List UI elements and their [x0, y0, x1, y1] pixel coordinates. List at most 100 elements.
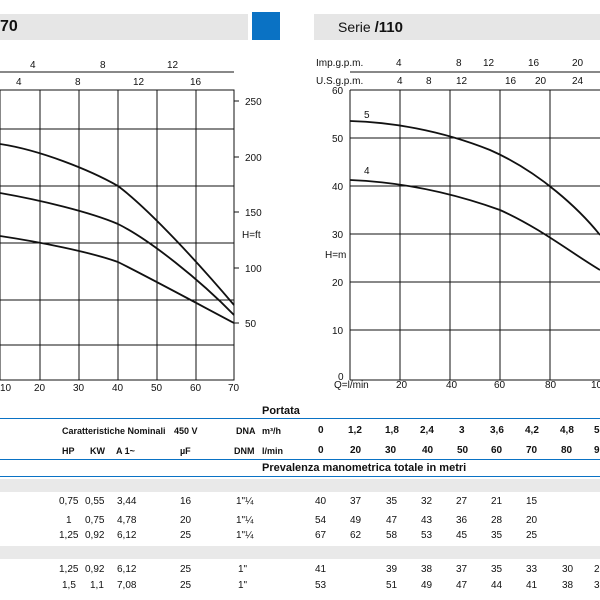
- left-ft-unit: H=ft: [242, 230, 261, 241]
- right-imp-tick: 8: [456, 58, 462, 69]
- lmin-value: 70: [526, 445, 538, 456]
- right-series-title: Serie /110: [338, 19, 403, 36]
- caratteristiche-label: Caratteristiche Nominali: [62, 426, 166, 436]
- left-x-tick: 30: [73, 383, 85, 394]
- left-ft-tick: 150: [245, 208, 262, 219]
- kw-header: KW: [90, 446, 105, 456]
- right-y-tick: 30: [332, 230, 344, 241]
- us-gpm-label: U.S.g.p.m.: [316, 76, 363, 87]
- left-curve-3: [0, 235, 235, 324]
- volt-label: 450 V: [174, 426, 198, 436]
- right-y-tick: 20: [332, 278, 344, 289]
- left-x-tick: 70: [228, 383, 240, 394]
- right-x-tick: 10: [591, 380, 600, 391]
- right-imp-tick: 20: [572, 58, 584, 69]
- lmin-value: 30: [385, 445, 397, 456]
- lmin-value: 60: [491, 445, 503, 456]
- m3h-value: 4,2: [525, 425, 539, 436]
- dnm-header: DNM: [234, 446, 255, 456]
- right-x-tick: 40: [446, 380, 458, 391]
- right-series-header: Serie /110: [314, 14, 600, 40]
- left-ft-tick: 250: [245, 97, 262, 108]
- left-series-header: 70: [0, 14, 248, 40]
- m3h-value: 1,8: [385, 425, 399, 436]
- amp-header: A 1~: [116, 446, 135, 456]
- curve-label-4: 4: [364, 166, 370, 177]
- dna-label: DNA: [236, 426, 256, 436]
- left-ft-tick: 50: [245, 319, 257, 330]
- right-us-tick: 12: [456, 76, 468, 87]
- left-x-tick: 40: [112, 383, 124, 394]
- left-imp-tick: 4: [30, 60, 36, 71]
- lmin-value: 80: [561, 445, 573, 456]
- right-imp-tick: 4: [396, 58, 402, 69]
- m3h-value: 0: [318, 425, 324, 436]
- left-imp-tick: 12: [167, 60, 179, 71]
- m3h-value: 3,6: [490, 425, 504, 436]
- right-x-unit: Q=l/min: [334, 380, 369, 391]
- prevalenza-label: Prevalenza manometrica totale in metri: [262, 462, 467, 474]
- brand-square: [252, 12, 280, 40]
- right-us-tick: 24: [572, 76, 584, 87]
- lmin-value: 20: [350, 445, 362, 456]
- right-curve-4: [349, 179, 600, 271]
- right-chart-grid: [349, 71, 600, 381]
- group-band-a: [0, 479, 600, 492]
- hp-header: HP: [62, 446, 75, 456]
- m3h-label: m³/h: [262, 426, 281, 436]
- right-curve-5: [349, 120, 600, 236]
- lmin-header: l/min: [262, 446, 284, 456]
- right-y-unit: H=m: [325, 250, 346, 261]
- m3h-value: 1,2: [348, 425, 362, 436]
- right-x-tick: 60: [494, 380, 506, 391]
- m3h-value: 2,4: [420, 425, 434, 436]
- m3h-value: 4,8: [560, 425, 574, 436]
- left-us-tick: 12: [133, 77, 145, 88]
- right-x-tick: 80: [545, 380, 557, 391]
- right-x-tick: 20: [396, 380, 408, 391]
- left-curve-2: [0, 192, 235, 316]
- imp-gpm-label: Imp.g.p.m.: [316, 58, 363, 69]
- lmin-value: 40: [422, 445, 434, 456]
- lmin-value: 0: [318, 445, 324, 456]
- table-rule-mid: [0, 459, 600, 460]
- right-us-tick: 8: [426, 76, 432, 87]
- right-y-tick: 50: [332, 134, 344, 145]
- m3h-value: 5: [594, 425, 600, 436]
- right-performance-chart: Imp.g.p.m. U.S.g.p.m. 4 8 12 16 20 4 8 1…: [316, 58, 600, 391]
- left-ft-tick: 100: [245, 264, 262, 275]
- table-rule-sub: [0, 476, 600, 477]
- right-us-tick: 20: [535, 76, 547, 87]
- right-y-tick: 40: [332, 182, 344, 193]
- right-chart-curves: [349, 120, 600, 271]
- right-y-tick: 60: [332, 86, 344, 97]
- table-rule-top: [0, 418, 600, 419]
- left-x-tick: 10: [0, 383, 12, 394]
- left-ft-tick: 200: [245, 153, 262, 164]
- portata-label: Portata: [262, 405, 300, 417]
- left-performance-chart: 4 8 12 4 8 12 16 10 20 30 40 50 60 70 25…: [0, 60, 262, 394]
- left-us-tick: 8: [75, 77, 81, 88]
- right-y-tick: 10: [332, 326, 344, 337]
- left-imp-tick: 8: [100, 60, 106, 71]
- lmin-value: 50: [457, 445, 469, 456]
- right-us-tick: 4: [397, 76, 403, 87]
- curve-label-5: 5: [364, 110, 370, 121]
- lmin-value: 9: [594, 445, 600, 456]
- right-imp-tick: 12: [483, 58, 495, 69]
- specs-table: Portata Caratteristiche Nominali 450 V D…: [0, 400, 600, 600]
- left-chart-grid: [0, 71, 239, 381]
- group-band-b: [0, 546, 600, 559]
- right-y-tick: 0: [338, 372, 344, 383]
- left-us-tick: 16: [190, 77, 202, 88]
- right-imp-tick: 16: [528, 58, 540, 69]
- left-series-title: 70: [0, 18, 18, 35]
- left-x-tick: 20: [34, 383, 46, 394]
- left-x-tick: 60: [190, 383, 202, 394]
- m3h-value: 3: [459, 425, 465, 436]
- uf-header: µF: [180, 446, 191, 456]
- left-chart-curves: [0, 143, 235, 324]
- left-us-tick: 4: [16, 77, 22, 88]
- left-x-tick: 50: [151, 383, 163, 394]
- left-curve-1: [0, 143, 235, 306]
